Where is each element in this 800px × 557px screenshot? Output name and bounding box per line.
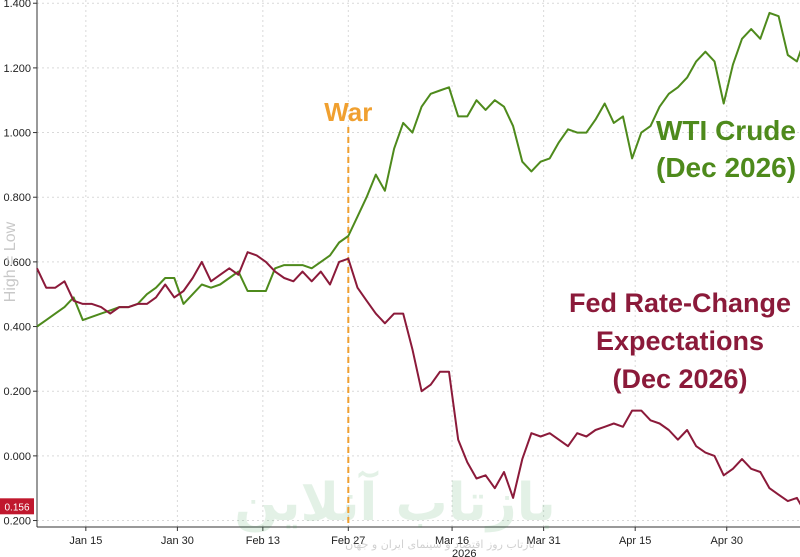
y-tick-label: 1.200 [3, 63, 31, 75]
y-tick-label: 1.400 [3, 0, 31, 10]
fed-label-line: (Dec 2026) [612, 364, 747, 394]
watermark-title: بازتاب آنلاین [234, 470, 556, 533]
wti-label-line: WTI Crude [656, 115, 796, 146]
x-tick-label: Jan 30 [161, 535, 194, 547]
y-tick-label: 0.800 [3, 192, 31, 204]
wti-label-line: (Dec 2026) [656, 152, 796, 183]
y-tick-label: 0.600 [3, 257, 31, 269]
fed-expectations-line [36, 251, 800, 506]
axes: 1.400 1.200 1.000 0.800 0.600 0.400 0.200 0.000… [3, 0, 800, 557]
y-tick-label: 1.000 [3, 128, 31, 140]
event-label: War [324, 97, 372, 127]
y-axis-title: High = Low [2, 221, 19, 302]
y-axis-label: High = Low [2, 221, 19, 302]
x-tick-label: Apr 15 [619, 535, 651, 547]
series-lines [36, 11, 800, 506]
fed-label-line: Fed Rate-Change [569, 288, 791, 318]
x-tick-label: Jan 15 [69, 535, 102, 547]
event-marker: War [324, 97, 372, 527]
fed-label-line: Expectations [596, 326, 764, 356]
y-tick-label: 0.000 [3, 451, 31, 463]
x-tick-label: Mar 31 [527, 535, 561, 547]
watermark: بازتاب آنلاین بازتاب روز اقتصاد و سینمای … [234, 470, 556, 551]
x-tick-label: Mar 16 [435, 535, 469, 547]
last-value-badge [0, 498, 34, 515]
y-tick-label: 0.200 [3, 386, 31, 398]
y-tick-label: 0.400 [3, 322, 31, 334]
last-value-label: 0.156 [4, 502, 29, 513]
wti-crude-line [36, 11, 800, 328]
watermark-subtitle: بازتاب روز اقتصاد و سینمای ایران و جهان [345, 538, 535, 551]
y-tick-label: 0.200 [3, 516, 31, 528]
x-tick-label: Feb 13 [246, 535, 280, 547]
x-tick-label: Apr 30 [711, 535, 743, 547]
gridlines [37, 0, 800, 527]
series-labels: WTI Crude (Dec 2026) Fed Rate-Change Expect… [0, 115, 796, 515]
x-tick-label: Feb 27 [331, 535, 365, 547]
x-year-label: 2026 [452, 548, 476, 557]
